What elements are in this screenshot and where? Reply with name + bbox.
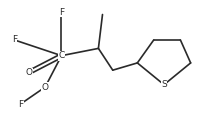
Text: F: F [18, 100, 23, 109]
Text: O: O [41, 83, 48, 92]
Text: F: F [59, 8, 64, 17]
Text: C: C [58, 51, 64, 60]
Text: S: S [160, 80, 166, 89]
Text: O: O [25, 68, 32, 77]
Text: F: F [12, 35, 17, 44]
